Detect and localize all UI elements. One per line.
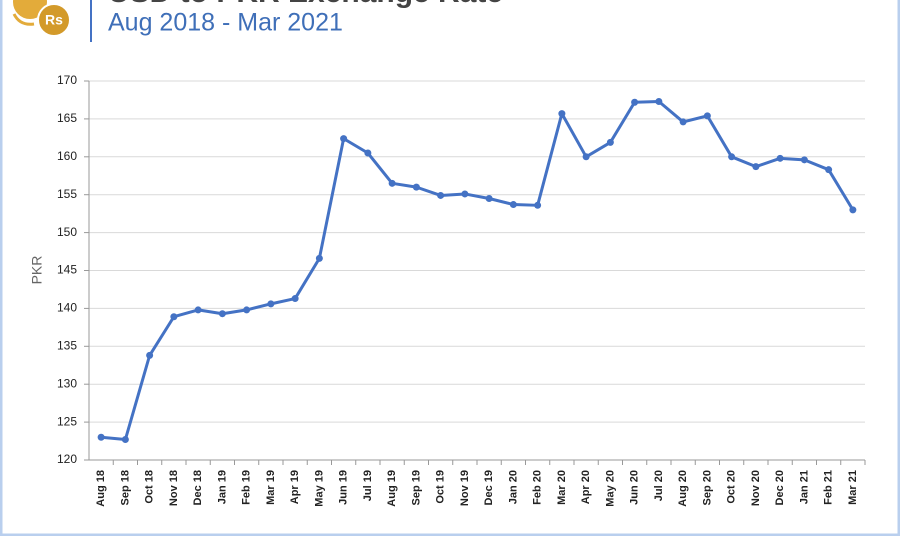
- x-tick-label: Aug 20: [677, 470, 689, 507]
- y-tick-label: 140: [57, 301, 77, 315]
- y-tick-label: 120: [57, 452, 77, 466]
- data-point: [776, 154, 784, 162]
- x-tick-label: Mar 19: [265, 470, 277, 505]
- data-point: [97, 433, 105, 441]
- y-tick-label: 130: [57, 376, 77, 390]
- data-point: [170, 313, 178, 321]
- x-tick-label: Dec 19: [483, 470, 495, 505]
- x-tick-label: Sep 18: [119, 470, 131, 505]
- logo-arrow: [12, 13, 35, 26]
- data-line: [100, 99, 855, 442]
- data-point: [631, 98, 639, 106]
- data-point: [412, 183, 420, 191]
- x-tick-label: May 19: [313, 470, 325, 507]
- x-tick-label: Nov 18: [168, 470, 180, 506]
- y-tick-label: 125: [57, 414, 77, 428]
- x-tick-label: Dec 20: [774, 470, 786, 505]
- data-point: [509, 201, 517, 209]
- data-point: [315, 254, 323, 262]
- x-tick-label: Jun 20: [629, 470, 641, 505]
- x-tick-label: Nov 19: [459, 470, 471, 506]
- x-tick-label: Apr 19: [289, 470, 301, 504]
- x-tick-label: Jan 20: [507, 470, 519, 504]
- x-tick-label: Mar 21: [847, 470, 859, 505]
- x-tick-label: Feb 20: [532, 470, 544, 505]
- logo-coin: [37, 3, 71, 37]
- x-tick-label: May 20: [604, 470, 616, 507]
- data-point: [121, 436, 129, 444]
- data-point: [703, 112, 711, 120]
- data-point: [825, 166, 833, 174]
- x-tick-label: Oct 19: [435, 470, 447, 504]
- data-point: [485, 194, 493, 202]
- y-tick-label: 145: [57, 263, 77, 277]
- chart-subtitle: Aug 2018 - Mar 2021: [108, 9, 343, 37]
- chart-title: USD to PKR Exchange Rate: [108, 0, 503, 9]
- x-tick-label: Feb 19: [241, 470, 253, 505]
- y-tick-label: 150: [57, 225, 77, 239]
- data-point: [752, 163, 760, 171]
- x-tick-label: Oct 18: [144, 470, 156, 504]
- data-point: [606, 138, 614, 146]
- x-tick-label: Apr 20: [580, 470, 592, 504]
- data-point: [243, 306, 251, 314]
- x-tick-label: Feb 21: [823, 470, 835, 505]
- data-point: [558, 110, 566, 118]
- data-point: [461, 190, 469, 198]
- y-tick-label: 170: [57, 73, 77, 87]
- data-point: [655, 97, 663, 105]
- data-point: [728, 153, 736, 161]
- data-point: [534, 201, 542, 209]
- data-point: [437, 191, 445, 199]
- logo-text: Rs: [45, 12, 63, 28]
- x-tick-label: Sep 20: [701, 470, 713, 505]
- data-point: [849, 206, 857, 214]
- x-tick-label: Dec 18: [192, 470, 204, 505]
- data-point: [679, 118, 687, 126]
- x-tick-label: Oct 20: [726, 470, 738, 504]
- x-tick-label: Jul 20: [653, 470, 665, 501]
- x-tick-label: Jan 21: [798, 470, 810, 504]
- data-point: [146, 351, 154, 359]
- x-tick-label: Sep 19: [410, 470, 422, 505]
- data-point: [582, 153, 590, 161]
- data-point: [218, 310, 226, 318]
- data-point: [194, 306, 202, 314]
- data-point: [291, 295, 299, 303]
- y-tick-label: 155: [57, 187, 77, 201]
- data-point: [267, 300, 275, 308]
- x-tick-label: Mar 20: [556, 470, 568, 505]
- x-tick-label: Aug 18: [95, 470, 107, 507]
- x-tick-label: Jun 19: [338, 470, 350, 505]
- data-point: [800, 156, 808, 164]
- y-tick-label: 160: [57, 149, 77, 163]
- logo: Rs: [12, 0, 71, 37]
- y-axis-label: PKR: [29, 256, 45, 285]
- y-tick-label: 135: [57, 338, 77, 352]
- y-tick-label: 165: [57, 111, 77, 125]
- x-tick-label: Jul 19: [362, 470, 374, 501]
- x-tick-label: Jan 19: [216, 470, 228, 504]
- data-point: [340, 135, 348, 143]
- data-point: [364, 149, 372, 157]
- x-tick-label: Aug 19: [386, 470, 398, 507]
- data-point: [388, 179, 396, 187]
- x-tick-label: Nov 20: [750, 470, 762, 506]
